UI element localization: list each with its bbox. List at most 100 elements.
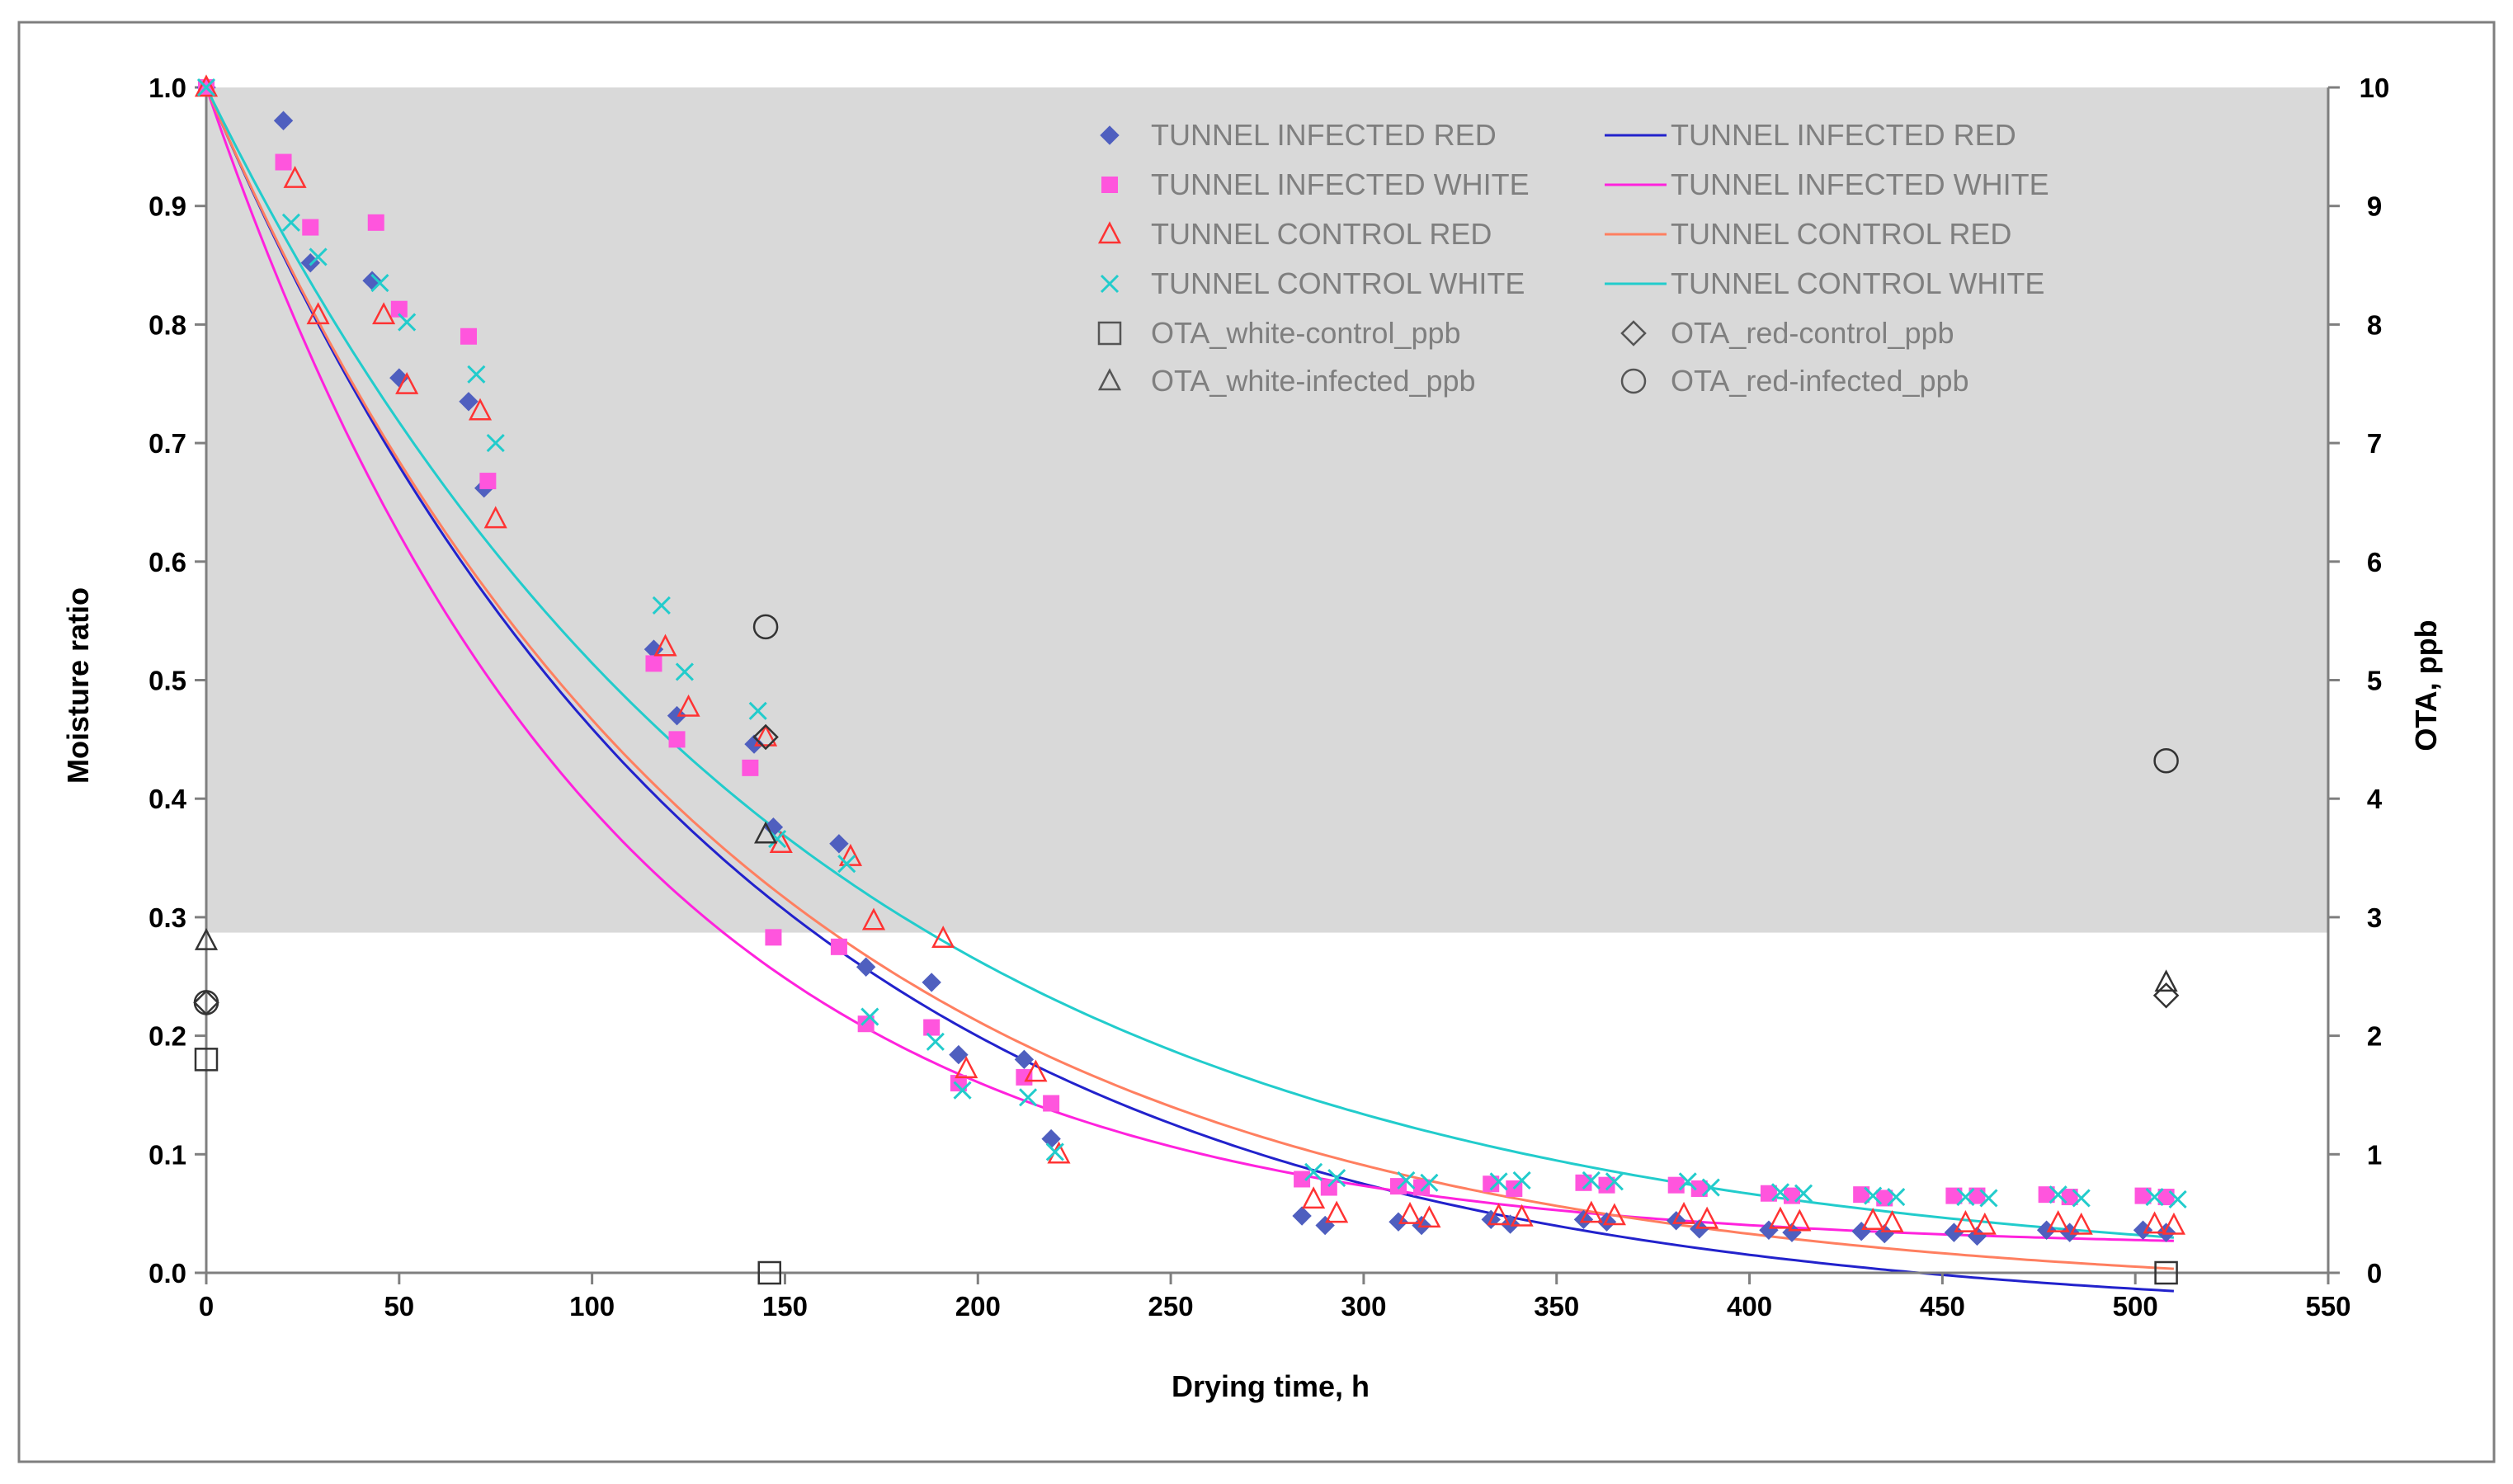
x-tick-label: 250 xyxy=(1148,1291,1194,1321)
data-point xyxy=(1887,1187,1906,1207)
data-point xyxy=(1417,1205,1441,1228)
data-point xyxy=(757,1260,781,1285)
data-point xyxy=(194,927,219,950)
shaded-band xyxy=(206,87,2328,933)
data-point xyxy=(390,300,408,318)
x-tick-label: 500 xyxy=(2113,1291,2158,1321)
data-point xyxy=(829,834,849,854)
data-point xyxy=(309,247,328,266)
data-point xyxy=(856,957,876,977)
data-point xyxy=(837,855,856,874)
data-point xyxy=(1398,1201,1422,1224)
data-point xyxy=(194,74,219,97)
data-point xyxy=(926,1032,945,1051)
data-point xyxy=(742,759,759,776)
legend-label: OTA_red-control_ppb xyxy=(1671,316,1954,350)
data-point xyxy=(1510,1204,1534,1227)
data-point xyxy=(1770,1183,1790,1202)
legend-label: TUNNEL INFECTED WHITE xyxy=(1151,167,1530,201)
legend-label: TUNNEL CONTROL RED xyxy=(1151,217,1492,251)
data-point xyxy=(1294,1171,1311,1188)
data-point xyxy=(2145,1187,2164,1207)
data-point xyxy=(1413,1179,1431,1196)
data-point xyxy=(1575,1174,1592,1191)
data-point xyxy=(1325,1200,1349,1223)
data-points xyxy=(193,74,2187,1285)
data-point xyxy=(302,219,319,236)
data-point xyxy=(1487,1203,1511,1226)
data-point xyxy=(1483,1175,1500,1193)
fit-curve xyxy=(205,87,2174,1242)
data-point xyxy=(1760,1185,1777,1202)
data-point xyxy=(754,723,778,747)
data-point xyxy=(196,78,216,97)
legend-label: TUNNEL INFECTED RED xyxy=(1151,118,1497,152)
x-tick-label: 100 xyxy=(569,1291,615,1321)
data-point xyxy=(395,371,419,394)
data-point xyxy=(1014,1049,1035,1070)
data-point xyxy=(1690,1180,1708,1197)
series-ota-white-infected-ppb xyxy=(194,821,2178,992)
x-tick-label: 200 xyxy=(955,1291,1001,1321)
data-point xyxy=(2143,1211,2166,1234)
data-point xyxy=(838,843,863,866)
data-point xyxy=(1768,1206,1793,1229)
legend-marker xyxy=(1097,321,1122,346)
data-point xyxy=(830,938,847,955)
data-point xyxy=(1397,1171,1416,1190)
y-tick-label: 0.2 xyxy=(149,1021,186,1052)
data-point xyxy=(460,327,477,345)
legend-label: TUNNEL INFECTED RED xyxy=(1671,118,2016,152)
series-ota-white-control-ppb xyxy=(194,1048,2178,1285)
x-tick-label: 400 xyxy=(1727,1291,1772,1321)
data-point xyxy=(2036,1220,2057,1240)
y2-tick-label: 10 xyxy=(2360,73,2390,103)
data-point xyxy=(1500,1214,1521,1234)
legend-marker xyxy=(1100,125,1120,145)
data-point xyxy=(955,1056,978,1079)
data-point xyxy=(860,1007,879,1026)
data-point xyxy=(1389,1212,1408,1232)
legend-marker xyxy=(1097,368,1122,391)
data-point xyxy=(1389,1178,1407,1195)
data-point xyxy=(1512,1171,1531,1190)
series-tunnel-infected-white xyxy=(198,79,2175,1207)
data-point xyxy=(2152,982,2180,1009)
data-point xyxy=(370,274,389,293)
data-point xyxy=(1783,1187,1800,1204)
data-point xyxy=(1043,1095,1060,1112)
data-point xyxy=(1019,1088,1038,1107)
x-tick-label: 300 xyxy=(1341,1291,1386,1321)
data-point xyxy=(1979,1189,1998,1208)
legend-label: OTA_white-control_ppb xyxy=(1151,316,1461,350)
data-point xyxy=(931,926,955,949)
data-point xyxy=(398,313,417,332)
data-point xyxy=(2153,747,2179,774)
y-tick-label: 1.0 xyxy=(149,73,186,103)
data-point xyxy=(1292,1206,1312,1226)
data-point xyxy=(922,973,941,992)
data-point xyxy=(467,365,486,384)
legend-label: OTA_red-infected_ppb xyxy=(1671,364,1969,398)
legend-label: OTA_white-infected_ppb xyxy=(1151,364,1476,398)
data-point xyxy=(275,153,292,171)
y2-tick-label: 8 xyxy=(2367,309,2382,340)
series-tunnel-control-white xyxy=(196,78,2187,1208)
series-ota-red-infected-ppb xyxy=(193,614,2179,1015)
data-point xyxy=(1667,1176,1685,1194)
y2-tick-label: 3 xyxy=(2367,902,2382,933)
data-point xyxy=(645,655,662,672)
data-point xyxy=(1302,1186,1326,1209)
legend-marker xyxy=(1620,320,1647,346)
data-point xyxy=(1794,1184,1813,1203)
x-tick-label: 50 xyxy=(384,1291,414,1321)
data-point xyxy=(1304,1162,1323,1181)
data-point xyxy=(2168,1190,2187,1208)
y-tick-label: 0.4 xyxy=(149,784,187,814)
legend-marker xyxy=(1100,274,1120,294)
y2-tick-label: 0 xyxy=(2367,1258,2382,1288)
data-point xyxy=(1327,1168,1346,1188)
legend-label: TUNNEL INFECTED WHITE xyxy=(1671,167,2049,201)
fit-curve xyxy=(205,87,2174,1270)
